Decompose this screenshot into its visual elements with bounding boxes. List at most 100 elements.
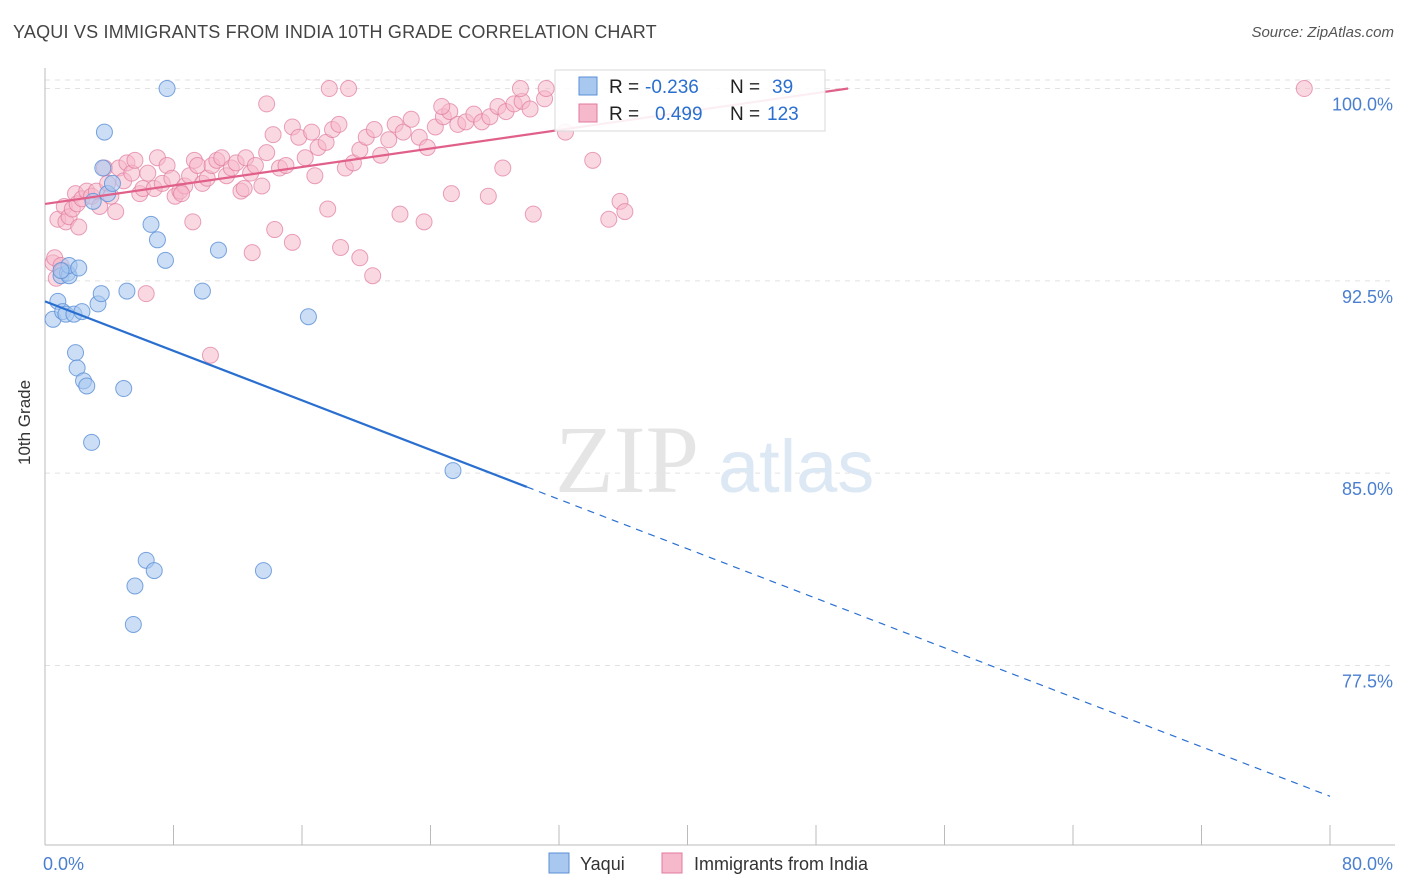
stats-n-value-india: 123: [767, 104, 799, 125]
stats-r-label-yaqui: R =: [609, 77, 639, 98]
india-point: [266, 221, 284, 239]
india-point: [616, 203, 634, 221]
yaqui-point: [118, 282, 136, 300]
yaqui-point: [52, 262, 70, 280]
yaqui-point: [193, 282, 211, 300]
bottom-legend: Yaqui Immigrants from India: [548, 852, 869, 874]
yaqui-point: [126, 577, 144, 595]
india-point: [264, 126, 282, 144]
stats-r-label-india: R =: [609, 104, 639, 125]
india-point: [391, 205, 409, 223]
yaqui-trend-line: [44, 300, 528, 488]
yaqui-point: [156, 251, 174, 269]
india-point: [537, 80, 555, 98]
x-tick-label: 0.0%: [43, 854, 84, 874]
india-point: [139, 164, 157, 182]
yaqui-point: [94, 159, 112, 177]
india-point: [584, 151, 602, 169]
yaqui-point: [95, 123, 113, 141]
india-point: [107, 203, 125, 221]
legend-swatch-india[interactable]: [661, 852, 683, 874]
stats-r-value-yaqui: -0.236: [645, 77, 699, 98]
yaqui-point: [299, 308, 317, 326]
india-point: [524, 205, 542, 223]
y-tick-label: 100.0%: [1332, 95, 1393, 115]
legend-label-india[interactable]: Immigrants from India: [694, 854, 869, 874]
stats-box-frame: [554, 69, 826, 132]
yaqui-point: [145, 562, 163, 580]
india-point: [402, 110, 420, 128]
stats-n-label-yaqui: N =: [730, 77, 760, 98]
india-point: [442, 185, 460, 203]
india-point: [173, 185, 191, 203]
yaqui-point: [209, 241, 227, 259]
india-point: [320, 80, 338, 98]
yaqui-point: [115, 380, 133, 398]
yaqui-point: [142, 215, 160, 233]
y-tick-label: 92.5%: [1342, 287, 1393, 307]
stats-r-value-india: 0.499: [655, 104, 703, 125]
india-point: [394, 123, 412, 141]
axes: [44, 68, 1395, 846]
india-point: [283, 233, 301, 251]
india-point: [380, 131, 398, 149]
stats-n-label-india: N =: [730, 104, 760, 125]
stats-legend-box: R = -0.236 N = 39 R = 0.499 N = 123: [554, 69, 826, 132]
india-point: [600, 210, 618, 228]
yaqui-point: [83, 433, 101, 451]
watermark-zip: ZIP: [555, 406, 699, 513]
watermark-atlas: atlas: [718, 425, 874, 508]
india-point: [340, 80, 358, 98]
india-point: [330, 115, 348, 133]
india-point: [243, 244, 261, 262]
india-point: [511, 80, 529, 98]
stats-swatch-india: [578, 103, 598, 123]
india-point: [258, 144, 276, 162]
india-point: [415, 213, 433, 231]
india-point: [365, 121, 383, 139]
india-point: [351, 249, 369, 267]
yaqui-point: [103, 174, 121, 192]
stats-swatch-yaqui: [578, 76, 598, 96]
legend-swatch-yaqui[interactable]: [548, 852, 570, 874]
yaqui-point: [92, 285, 110, 303]
yaqui-point: [124, 615, 142, 633]
stats-n-value-yaqui: 39: [772, 77, 793, 98]
india-point: [433, 97, 451, 115]
india-point: [296, 149, 314, 167]
india-point: [494, 159, 512, 177]
india-point: [303, 123, 321, 141]
india-point: [319, 200, 337, 218]
india-point: [184, 213, 202, 231]
india-point: [521, 100, 539, 118]
india-point: [246, 156, 264, 174]
yaqui-point: [254, 562, 272, 580]
india-point: [479, 187, 497, 205]
yaqui-point: [158, 80, 176, 98]
legend-label-yaqui[interactable]: Yaqui: [580, 854, 625, 874]
india-point: [70, 218, 88, 236]
y-tick-label: 85.0%: [1342, 479, 1393, 499]
y-tick-label: 77.5%: [1342, 671, 1393, 691]
india-point: [126, 151, 144, 169]
india-point: [137, 285, 155, 303]
x-tick-label: 80.0%: [1342, 854, 1393, 874]
india-point: [306, 167, 324, 185]
yaqui-point: [148, 231, 166, 249]
yaqui-point: [444, 462, 462, 480]
watermark: ZIP atlas: [555, 406, 874, 513]
india-point: [332, 239, 350, 257]
india-point: [253, 177, 271, 195]
yaqui-point: [70, 259, 88, 277]
india-point: [235, 180, 253, 198]
india-point: [1295, 80, 1313, 98]
yaqui-point: [78, 377, 96, 395]
yaqui-trend-extension: [526, 486, 1331, 797]
india-point: [258, 95, 276, 113]
india-point: [364, 267, 382, 285]
tick-labels: 77.5% 85.0% 92.5% 100.0% 0.0% 80.0%: [43, 95, 1393, 874]
source-label: Source: ZipAtlas.com: [1251, 24, 1394, 41]
yaqui-point: [67, 344, 85, 362]
chart-title: YAQUI VS IMMIGRANTS FROM INDIA 10TH GRAD…: [13, 22, 657, 42]
